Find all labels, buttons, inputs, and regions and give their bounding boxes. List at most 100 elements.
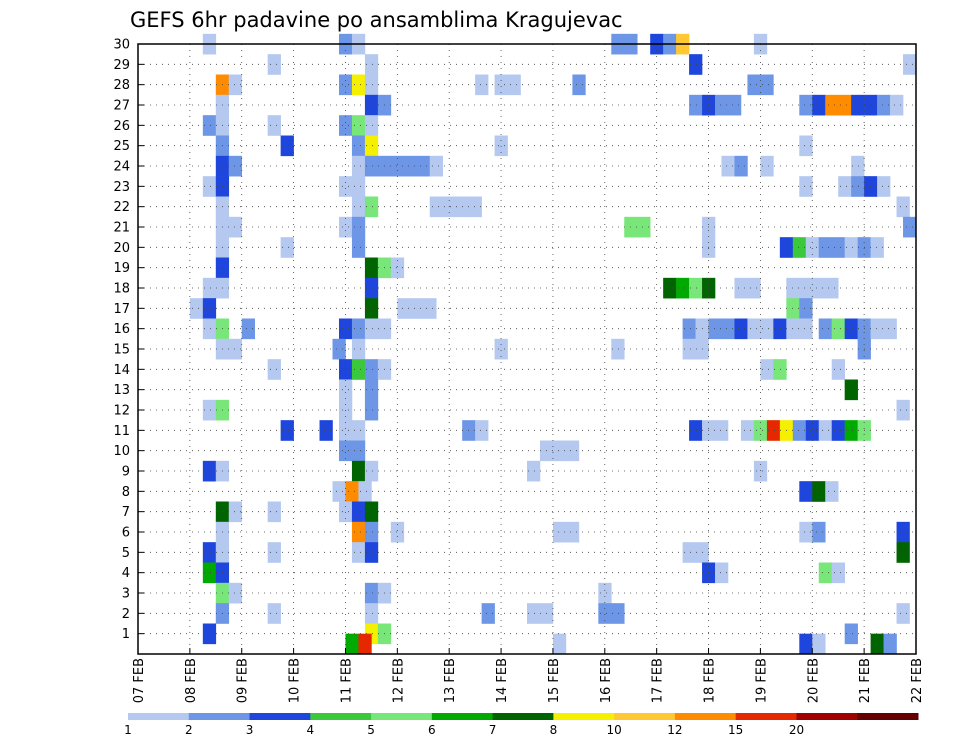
heatmap-cell <box>351 135 366 157</box>
heatmap-cell <box>870 237 884 258</box>
heatmap-cell <box>890 94 904 116</box>
y-tick-label: 20 <box>113 241 130 256</box>
heatmap-cell <box>831 359 845 380</box>
heatmap-cell <box>390 257 405 279</box>
heatmap-cell <box>202 277 217 299</box>
heatmap-cell <box>416 155 431 177</box>
heatmap-cell <box>844 623 858 645</box>
heatmap-cell <box>747 74 761 96</box>
heatmap-cell <box>818 420 833 441</box>
heatmap-cell <box>390 155 405 177</box>
legend-swatch <box>796 713 858 720</box>
heatmap-cell <box>403 155 418 177</box>
heatmap-cell <box>481 603 495 624</box>
heatmap-cell <box>689 277 703 299</box>
heatmap-cell <box>332 338 346 360</box>
heatmap-cell <box>760 359 774 380</box>
heatmap-cell <box>805 420 820 441</box>
heatmap-cell <box>319 420 333 441</box>
legend-label: 5 <box>367 723 375 737</box>
heatmap-cell <box>410 298 424 319</box>
heatmap-cell <box>390 521 405 543</box>
heatmap-cell <box>228 501 243 523</box>
y-tick-label: 13 <box>113 383 130 398</box>
y-tick-label: 23 <box>113 180 130 195</box>
heatmap-cell <box>202 298 217 319</box>
heatmap-cell <box>721 318 735 340</box>
heatmap-cell <box>228 74 243 96</box>
heatmap-cell <box>423 298 437 319</box>
x-tick-label: 13 FEB <box>443 658 458 703</box>
legend-swatch <box>735 713 797 720</box>
heatmap-cell <box>364 277 379 299</box>
heatmap-cell <box>689 54 703 75</box>
heatmap-cell <box>202 318 217 340</box>
legend-swatch <box>128 713 190 720</box>
heatmap-cell <box>552 440 567 462</box>
heatmap-cell <box>812 633 826 655</box>
heatmap-cell <box>896 542 910 563</box>
heatmap-cell <box>552 633 567 655</box>
heatmap-cell <box>345 481 359 502</box>
heatmap-cell <box>494 338 508 360</box>
heatmap-cell <box>825 481 839 502</box>
heatmap-cell <box>364 155 379 177</box>
heatmap-cell <box>338 359 353 380</box>
y-tick-label: 26 <box>113 119 130 134</box>
heatmap-cell <box>202 460 217 482</box>
y-tick-label: 5 <box>122 546 130 561</box>
heatmap-cell <box>228 582 243 604</box>
legend-label: 1 <box>124 723 132 737</box>
heatmap-cell <box>883 318 897 340</box>
heatmap-cell <box>792 420 807 441</box>
legend-label: 10 <box>607 723 622 737</box>
heatmap-cell <box>715 562 729 584</box>
y-tick-label: 27 <box>113 99 130 114</box>
y-tick-label: 25 <box>113 139 130 154</box>
heatmap-cell <box>364 359 379 380</box>
heatmap-cell <box>280 135 294 157</box>
heatmap-cell <box>364 460 379 482</box>
y-tick-label: 21 <box>113 221 130 236</box>
plot-grid <box>138 44 916 654</box>
heatmap-cell <box>812 94 826 116</box>
heatmap-cell <box>747 277 761 299</box>
heatmap-cell <box>364 54 379 75</box>
heatmap-cell <box>903 54 917 75</box>
heatmap-cell <box>280 237 294 258</box>
legend-swatch <box>614 713 676 720</box>
legend-swatch <box>674 713 737 720</box>
y-tick-label: 9 <box>122 465 130 480</box>
heatmap-cell <box>682 318 696 340</box>
heatmap-cell <box>202 115 217 136</box>
x-tick-label: 22 FEB <box>910 658 925 703</box>
heatmap-cell <box>812 277 826 299</box>
y-tick-label: 1 <box>122 627 130 642</box>
heatmap-cell <box>812 521 826 543</box>
x-tick-label: 19 FEB <box>754 658 769 703</box>
heatmap-cell <box>228 155 243 177</box>
heatmap-cell <box>351 460 366 482</box>
legend-label: 3 <box>246 723 254 737</box>
heatmap-cell <box>740 420 755 441</box>
heatmap-cell <box>734 318 748 340</box>
heatmap-cell <box>351 196 366 218</box>
heatmap-cell <box>351 115 366 136</box>
heatmap-cell <box>267 115 281 136</box>
heatmap-cell <box>267 501 281 523</box>
heatmap-cell <box>799 318 813 340</box>
heatmap-cell <box>468 196 482 218</box>
heatmap-cell <box>364 603 379 624</box>
legend-label: 15 <box>728 723 743 737</box>
heatmap-cell <box>351 318 366 340</box>
legend-label: 8 <box>550 723 558 737</box>
heatmap-cell <box>870 633 884 655</box>
heatmap-cell <box>429 155 444 177</box>
heatmap-cell <box>663 277 677 299</box>
x-tick-label: 15 FEB <box>547 658 562 703</box>
heatmap-cell <box>351 237 366 258</box>
heatmap-cell <box>351 216 366 238</box>
heatmap-cell <box>753 460 768 482</box>
y-tick-label: 10 <box>113 444 130 459</box>
heatmap-cell <box>799 298 813 319</box>
